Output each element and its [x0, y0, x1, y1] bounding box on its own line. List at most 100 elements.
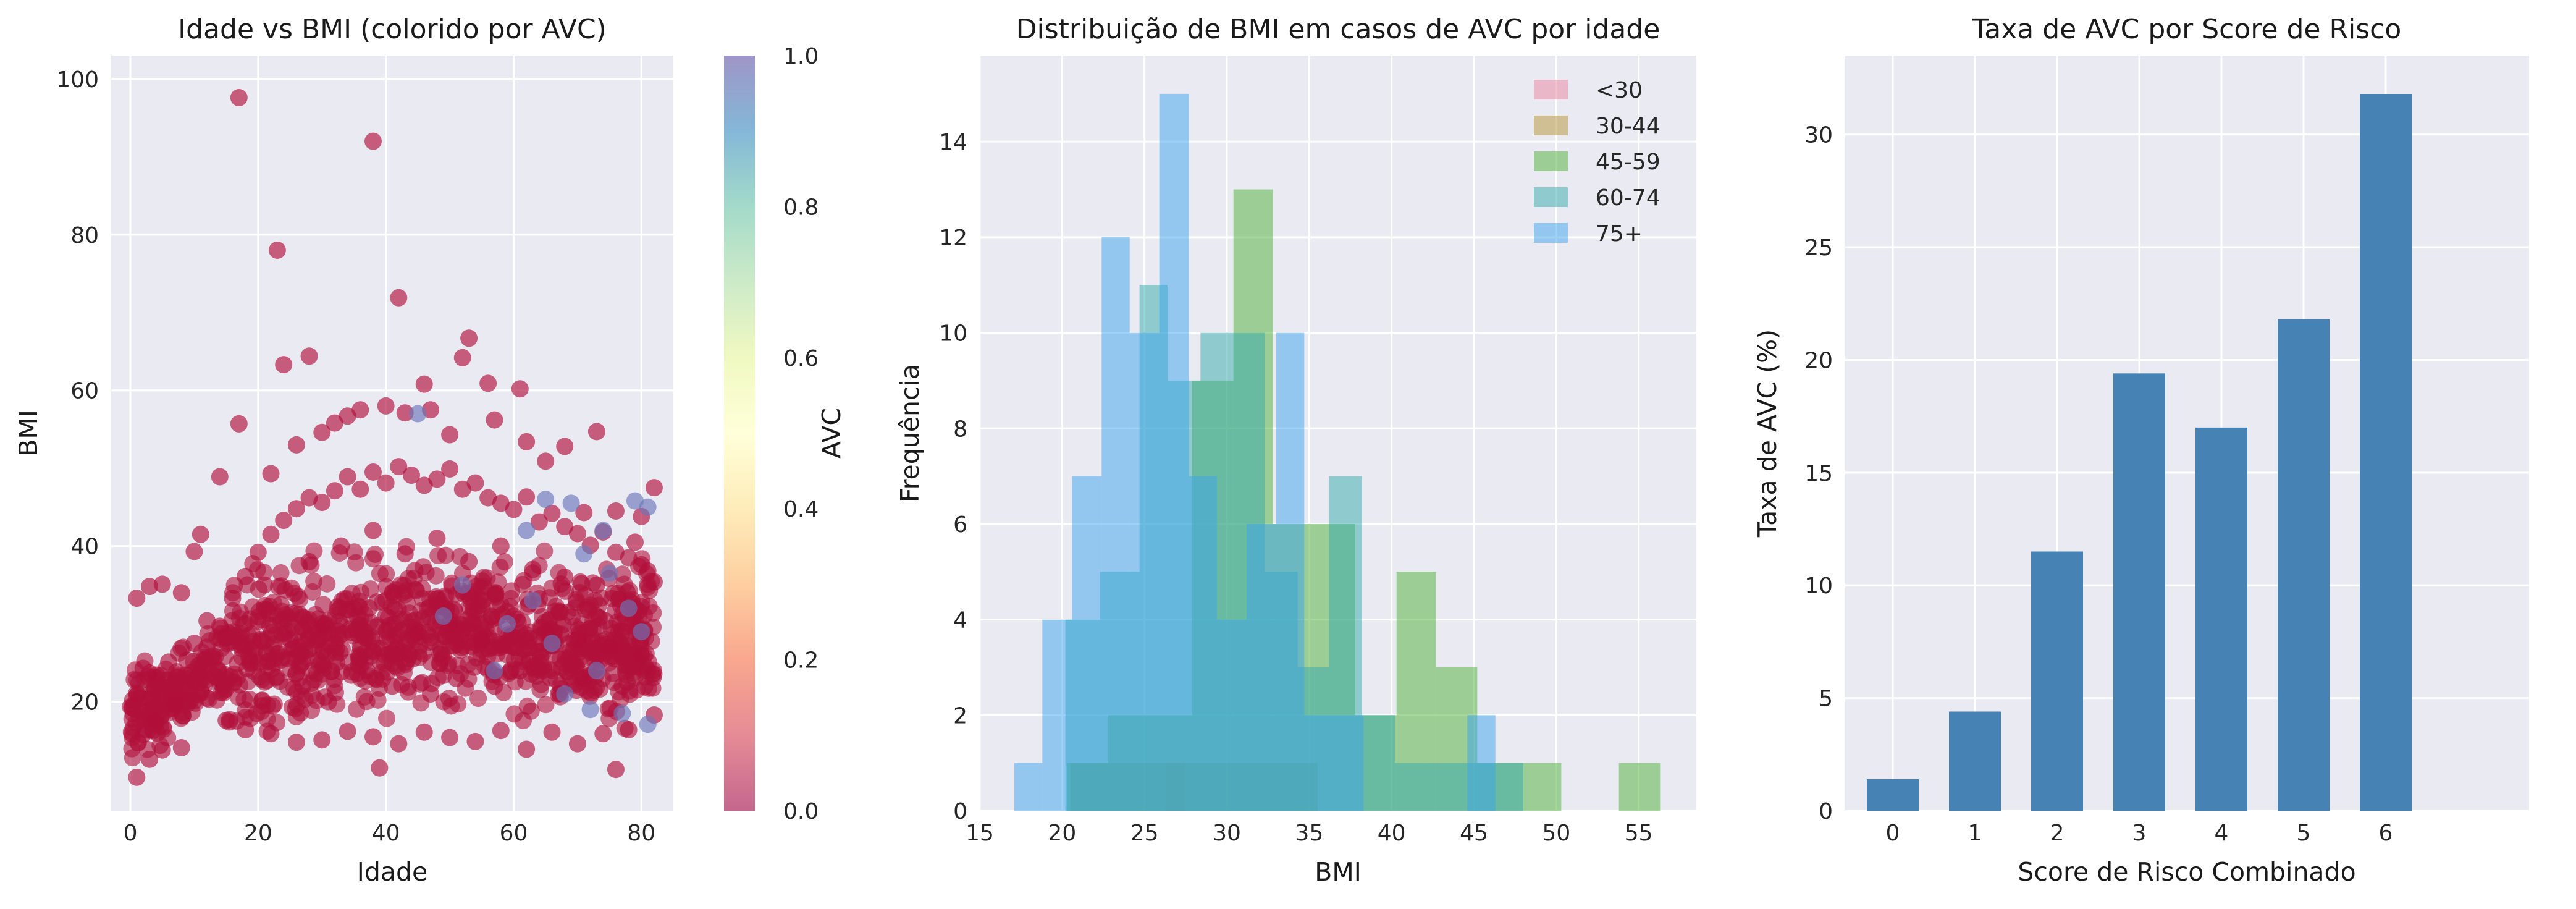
- scatter-point: [581, 687, 599, 705]
- scatter-point: [552, 603, 570, 621]
- scatter-point-stroke: [633, 623, 650, 641]
- scatter-point: [486, 411, 503, 429]
- scatter-point: [261, 617, 279, 635]
- scatter-point: [407, 581, 425, 599]
- scatter-point: [214, 684, 232, 702]
- scatter-point-stroke: [575, 545, 593, 563]
- scatter-point: [351, 401, 369, 419]
- histogram-bar: [1428, 763, 1459, 811]
- scatter-point: [626, 533, 644, 551]
- scatter-point: [371, 759, 389, 777]
- legend-swatch: [1534, 80, 1568, 99]
- scatter-point: [511, 380, 529, 398]
- scatter-point: [518, 433, 536, 450]
- scatter-point: [141, 578, 159, 596]
- scatter-point: [453, 480, 471, 498]
- scatter-point: [287, 734, 305, 751]
- scatter-point: [300, 552, 318, 570]
- scatter-point: [441, 460, 459, 478]
- scatter-grid: [111, 56, 673, 811]
- histogram-bars: [1014, 93, 1661, 811]
- risk-bar-y-axis-label: Taxa de AVC (%): [1753, 329, 1782, 538]
- scatter-point: [571, 583, 589, 601]
- risk-bar-x-tick-label: 5: [2297, 821, 2311, 846]
- scatter-point: [396, 611, 414, 628]
- scatter-point: [289, 587, 307, 605]
- scatter-point: [536, 542, 554, 560]
- scatter-point: [469, 690, 487, 708]
- scatter-point: [518, 697, 536, 715]
- scatter-x-tick-label: 0: [124, 821, 138, 846]
- histogram-bar: [1492, 763, 1523, 811]
- scatter-point: [486, 677, 503, 695]
- risk-bar-panel: 0 1 2 3 4 5 6 0 5 10 15 20 25 30 Taxa de AVC por Scor…: [1753, 14, 2529, 887]
- scatter-point: [279, 678, 297, 696]
- scatter-y-tick-label: 100: [56, 67, 99, 93]
- scatter-point: [200, 690, 218, 708]
- scatter-point: [521, 623, 539, 641]
- scatter-point: [309, 671, 327, 689]
- scatter-point: [492, 722, 510, 740]
- scatter-point: [428, 470, 446, 488]
- risk-bar-plot-area: [1845, 56, 2529, 811]
- histogram-y-axis-label: Frequência: [895, 364, 925, 502]
- scatter-point: [505, 501, 523, 518]
- scatter-point: [458, 611, 476, 629]
- scatter-y-tick-label: 20: [70, 690, 99, 716]
- scatter-point: [358, 693, 376, 711]
- legend-swatch: [1534, 223, 1568, 243]
- scatter-title: Idade vs BMI (colorido por AVC): [178, 14, 607, 45]
- risk-bar: [1867, 779, 1919, 811]
- risk-bar: [2195, 427, 2247, 811]
- scatter-point: [294, 677, 312, 695]
- scatter-point: [237, 567, 255, 585]
- scatter-point: [466, 732, 484, 750]
- scatter-point: [281, 630, 299, 648]
- scatter-point: [460, 329, 478, 347]
- scatter-point: [211, 617, 229, 635]
- risk-bars: [1867, 94, 2412, 811]
- scatter-point: [644, 604, 662, 622]
- scatter-point: [252, 632, 270, 650]
- scatter-point: [568, 630, 586, 648]
- scatter-point: [345, 599, 363, 617]
- scatter-point: [368, 593, 385, 611]
- scatter-point: [587, 423, 605, 441]
- scatter-point: [513, 575, 531, 593]
- scatter-point: [287, 436, 305, 454]
- scatter-point: [403, 467, 421, 484]
- histogram-panel: 15 20 25 30 35 40 45 50 55 0 2 4 6 8 10 12 14 <30 30-44 45…: [895, 14, 1696, 887]
- scatter-point: [605, 624, 623, 641]
- scatter-point: [518, 488, 536, 506]
- scatter-point: [153, 741, 171, 759]
- scatter-point: [377, 565, 395, 583]
- scatter-point: [339, 722, 356, 740]
- scatter-point-stroke: [543, 635, 561, 653]
- scatter-point: [639, 662, 657, 680]
- scatter-point: [249, 543, 267, 561]
- scatter-point: [409, 623, 427, 641]
- scatter-point: [524, 560, 542, 578]
- scatter-point: [453, 349, 471, 366]
- scatter-point: [531, 680, 549, 698]
- scatter-point: [255, 564, 273, 581]
- scatter-point: [378, 709, 396, 727]
- scatter-point: [153, 575, 171, 593]
- risk-bar-x-tick-label: 0: [1886, 821, 1900, 846]
- scatter-point: [473, 630, 490, 648]
- risk-bar: [2278, 319, 2330, 811]
- scatter-point: [230, 89, 248, 107]
- scatter-point: [351, 480, 369, 498]
- scatter-point: [495, 553, 513, 571]
- histogram-bar: [1217, 619, 1247, 811]
- histogram-bar: [1467, 715, 1496, 811]
- scatter-point: [390, 458, 408, 476]
- histogram-bar: [1520, 763, 1562, 811]
- scatter-point: [636, 678, 654, 696]
- scatter-point: [205, 650, 223, 668]
- colorbar-tick-label: 0.8: [783, 195, 819, 220]
- scatter-point: [530, 513, 548, 531]
- scatter-point: [332, 617, 350, 635]
- scatter-point: [518, 740, 536, 758]
- histogram-y-tick-label: 4: [953, 608, 967, 633]
